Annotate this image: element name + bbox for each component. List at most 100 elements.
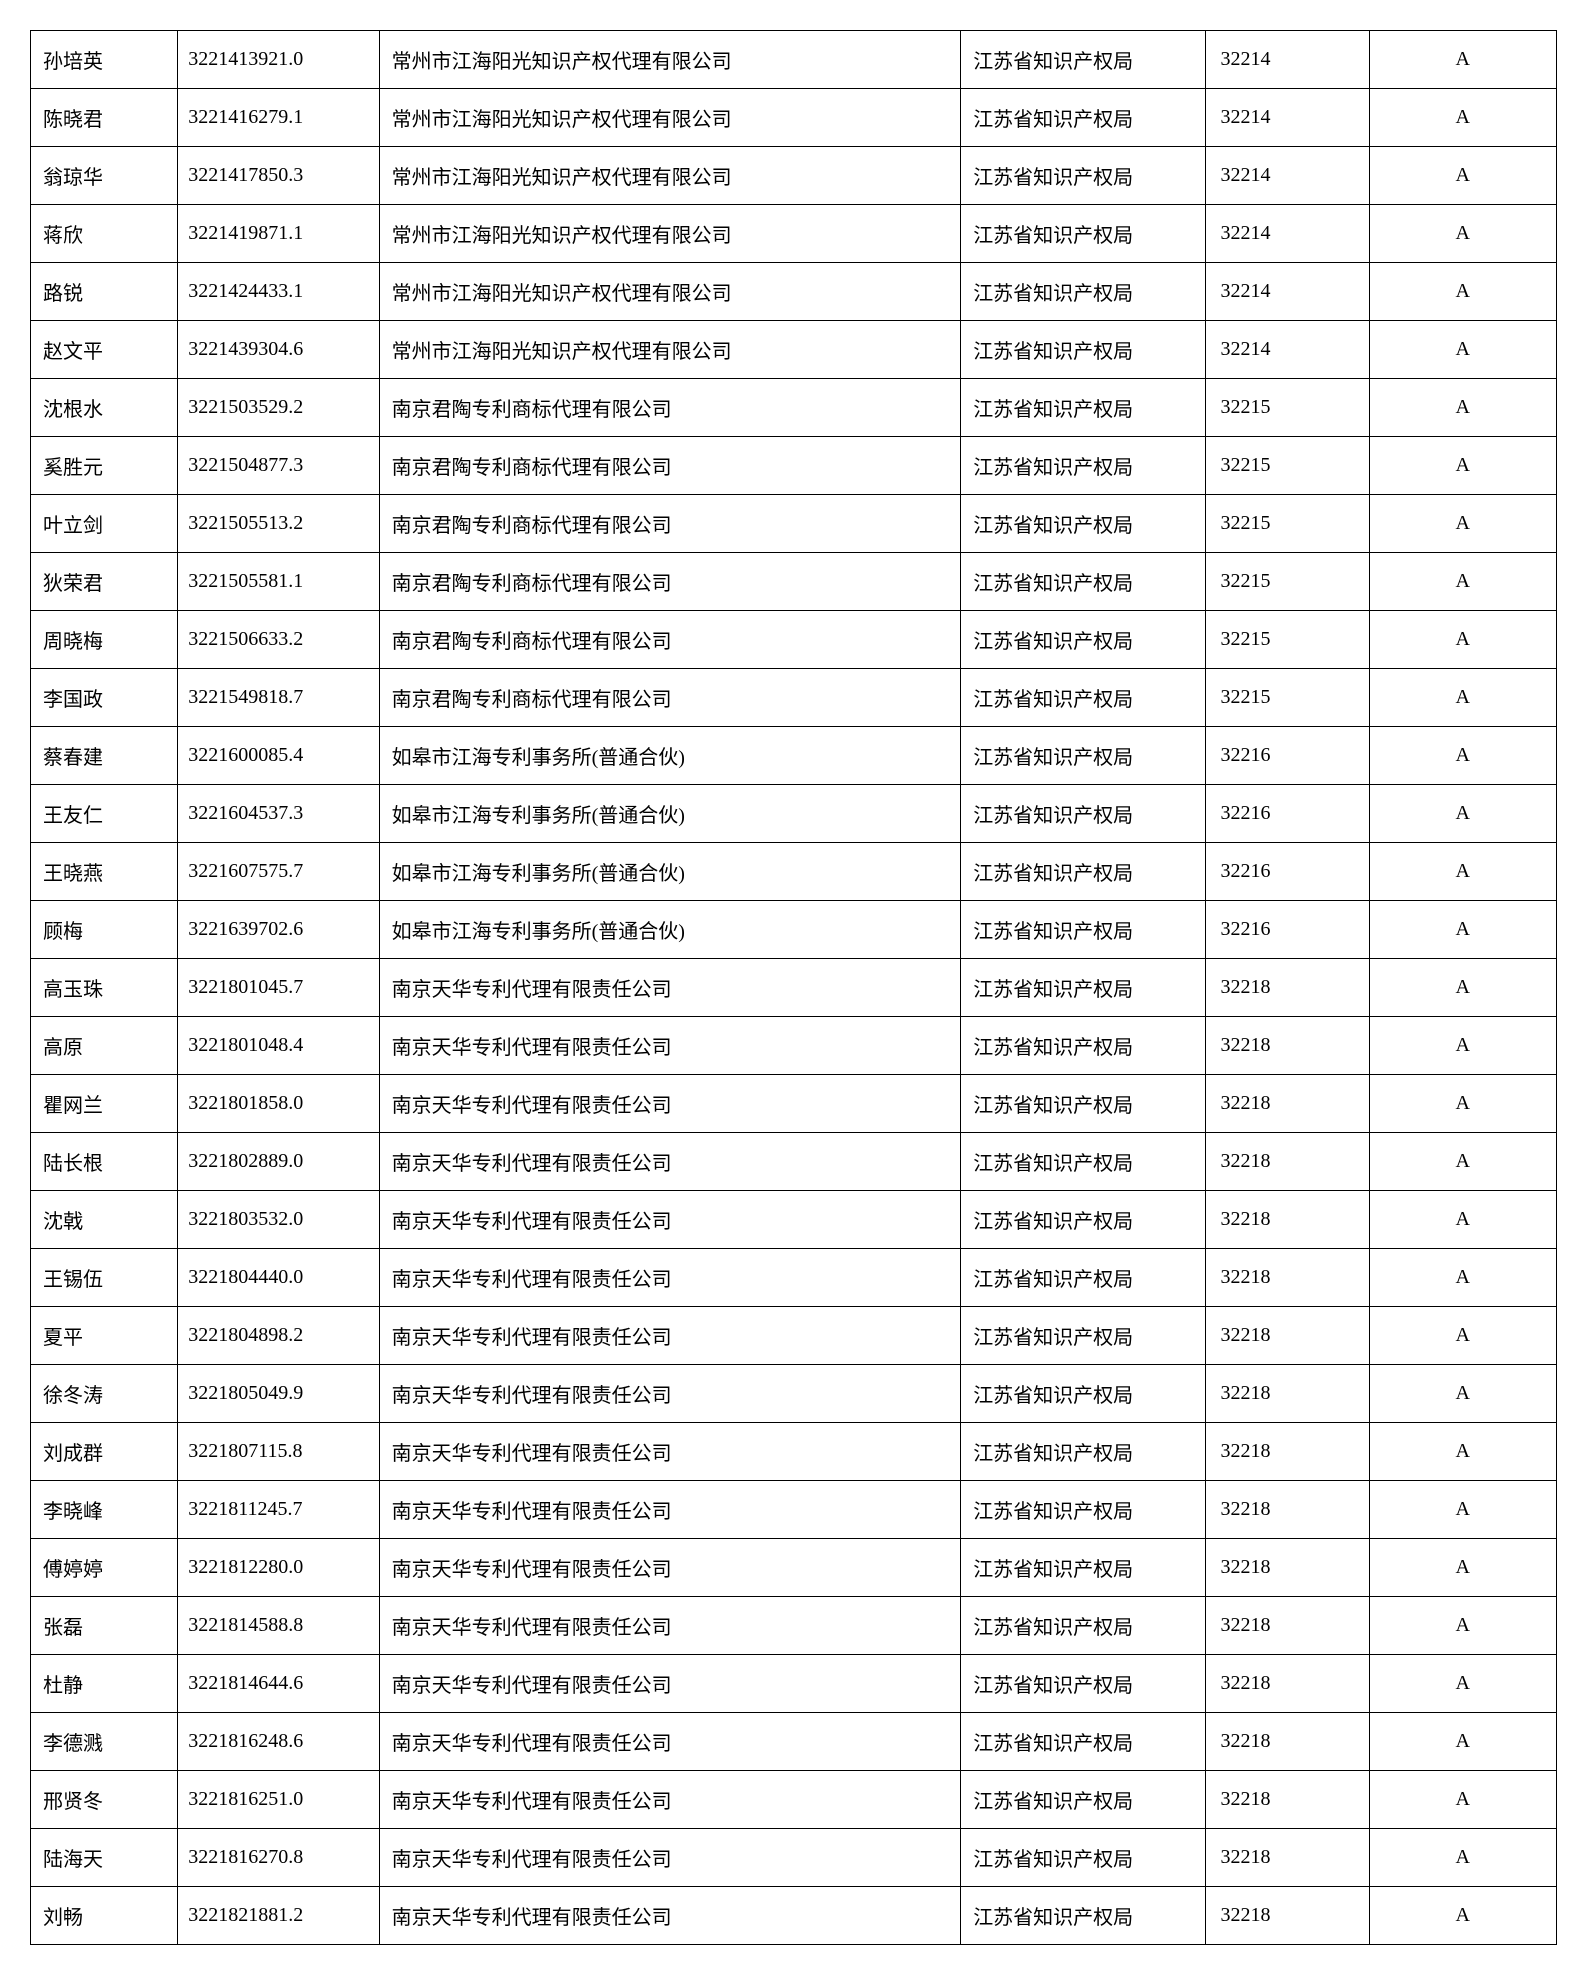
cell-bureau: 江苏省知识产权局 bbox=[961, 1539, 1206, 1597]
cell-code: 32214 bbox=[1206, 321, 1369, 379]
table-row: 刘畅3221821881.2南京天华专利代理有限责任公司江苏省知识产权局3221… bbox=[31, 1887, 1557, 1945]
cell-id: 3221505513.2 bbox=[178, 495, 379, 553]
table-body: 孙培英3221413921.0常州市江海阳光知识产权代理有限公司江苏省知识产权局… bbox=[31, 31, 1557, 1945]
cell-name: 叶立剑 bbox=[31, 495, 178, 553]
cell-id: 3221419871.1 bbox=[178, 205, 379, 263]
table-row: 邢贤冬3221816251.0南京天华专利代理有限责任公司江苏省知识产权局322… bbox=[31, 1771, 1557, 1829]
cell-org: 南京天华专利代理有限责任公司 bbox=[379, 1191, 961, 1249]
cell-id: 3221814644.6 bbox=[178, 1655, 379, 1713]
table-row: 沈根水3221503529.2南京君陶专利商标代理有限公司江苏省知识产权局322… bbox=[31, 379, 1557, 437]
cell-id: 3221801858.0 bbox=[178, 1075, 379, 1133]
cell-grade: A bbox=[1369, 437, 1556, 495]
cell-code: 32214 bbox=[1206, 263, 1369, 321]
cell-id: 3221416279.1 bbox=[178, 89, 379, 147]
cell-org: 常州市江海阳光知识产权代理有限公司 bbox=[379, 263, 961, 321]
table-row: 李德溅3221816248.6南京天华专利代理有限责任公司江苏省知识产权局322… bbox=[31, 1713, 1557, 1771]
cell-code: 32215 bbox=[1206, 669, 1369, 727]
cell-id: 3221816251.0 bbox=[178, 1771, 379, 1829]
cell-id: 3221812280.0 bbox=[178, 1539, 379, 1597]
cell-grade: A bbox=[1369, 1887, 1556, 1945]
cell-org: 南京君陶专利商标代理有限公司 bbox=[379, 611, 961, 669]
cell-grade: A bbox=[1369, 1829, 1556, 1887]
cell-name: 孙培英 bbox=[31, 31, 178, 89]
table-row: 王友仁3221604537.3如皋市江海专利事务所(普通合伙)江苏省知识产权局3… bbox=[31, 785, 1557, 843]
cell-code: 32214 bbox=[1206, 147, 1369, 205]
cell-name: 陆长根 bbox=[31, 1133, 178, 1191]
cell-org: 南京君陶专利商标代理有限公司 bbox=[379, 379, 961, 437]
cell-id: 3221607575.7 bbox=[178, 843, 379, 901]
cell-org: 南京天华专利代理有限责任公司 bbox=[379, 1017, 961, 1075]
cell-name: 李国政 bbox=[31, 669, 178, 727]
cell-org: 常州市江海阳光知识产权代理有限公司 bbox=[379, 31, 961, 89]
cell-grade: A bbox=[1369, 1017, 1556, 1075]
table-row: 高原3221801048.4南京天华专利代理有限责任公司江苏省知识产权局3221… bbox=[31, 1017, 1557, 1075]
cell-name: 蔡春建 bbox=[31, 727, 178, 785]
cell-bureau: 江苏省知识产权局 bbox=[961, 1887, 1206, 1945]
cell-bureau: 江苏省知识产权局 bbox=[961, 1655, 1206, 1713]
cell-org: 常州市江海阳光知识产权代理有限公司 bbox=[379, 89, 961, 147]
cell-bureau: 江苏省知识产权局 bbox=[961, 959, 1206, 1017]
cell-bureau: 江苏省知识产权局 bbox=[961, 611, 1206, 669]
cell-code: 32218 bbox=[1206, 1191, 1369, 1249]
cell-id: 3221505581.1 bbox=[178, 553, 379, 611]
cell-name: 夏平 bbox=[31, 1307, 178, 1365]
cell-code: 32218 bbox=[1206, 1017, 1369, 1075]
cell-bureau: 江苏省知识产权局 bbox=[961, 205, 1206, 263]
cell-bureau: 江苏省知识产权局 bbox=[961, 263, 1206, 321]
cell-name: 李晓峰 bbox=[31, 1481, 178, 1539]
cell-org: 南京君陶专利商标代理有限公司 bbox=[379, 437, 961, 495]
cell-bureau: 江苏省知识产权局 bbox=[961, 31, 1206, 89]
cell-grade: A bbox=[1369, 1307, 1556, 1365]
cell-id: 3221639702.6 bbox=[178, 901, 379, 959]
cell-name: 杜静 bbox=[31, 1655, 178, 1713]
cell-name: 路锐 bbox=[31, 263, 178, 321]
data-table: 孙培英3221413921.0常州市江海阳光知识产权代理有限公司江苏省知识产权局… bbox=[30, 30, 1557, 1945]
cell-org: 常州市江海阳光知识产权代理有限公司 bbox=[379, 205, 961, 263]
table-row: 夏平3221804898.2南京天华专利代理有限责任公司江苏省知识产权局3221… bbox=[31, 1307, 1557, 1365]
cell-bureau: 江苏省知识产权局 bbox=[961, 321, 1206, 379]
cell-bureau: 江苏省知识产权局 bbox=[961, 1365, 1206, 1423]
cell-org: 南京天华专利代理有限责任公司 bbox=[379, 1539, 961, 1597]
cell-name: 周晓梅 bbox=[31, 611, 178, 669]
cell-name: 徐冬涛 bbox=[31, 1365, 178, 1423]
cell-bureau: 江苏省知识产权局 bbox=[961, 1771, 1206, 1829]
cell-code: 32214 bbox=[1206, 205, 1369, 263]
cell-id: 3221417850.3 bbox=[178, 147, 379, 205]
cell-bureau: 江苏省知识产权局 bbox=[961, 437, 1206, 495]
table-row: 李国政3221549818.7南京君陶专利商标代理有限公司江苏省知识产权局322… bbox=[31, 669, 1557, 727]
cell-org: 南京天华专利代理有限责任公司 bbox=[379, 1423, 961, 1481]
table-row: 张磊3221814588.8南京天华专利代理有限责任公司江苏省知识产权局3221… bbox=[31, 1597, 1557, 1655]
cell-id: 3221804440.0 bbox=[178, 1249, 379, 1307]
cell-name: 沈戟 bbox=[31, 1191, 178, 1249]
cell-name: 高玉珠 bbox=[31, 959, 178, 1017]
cell-id: 3221549818.7 bbox=[178, 669, 379, 727]
table-row: 高玉珠3221801045.7南京天华专利代理有限责任公司江苏省知识产权局322… bbox=[31, 959, 1557, 1017]
cell-code: 32218 bbox=[1206, 1307, 1369, 1365]
cell-grade: A bbox=[1369, 1423, 1556, 1481]
cell-grade: A bbox=[1369, 89, 1556, 147]
cell-code: 32218 bbox=[1206, 1249, 1369, 1307]
cell-org: 南京天华专利代理有限责任公司 bbox=[379, 1771, 961, 1829]
cell-code: 32216 bbox=[1206, 785, 1369, 843]
cell-code: 32218 bbox=[1206, 1597, 1369, 1655]
cell-name: 陆海天 bbox=[31, 1829, 178, 1887]
cell-code: 32218 bbox=[1206, 1133, 1369, 1191]
cell-bureau: 江苏省知识产权局 bbox=[961, 1481, 1206, 1539]
cell-name: 赵文平 bbox=[31, 321, 178, 379]
cell-bureau: 江苏省知识产权局 bbox=[961, 1017, 1206, 1075]
table-row: 陈晓君3221416279.1常州市江海阳光知识产权代理有限公司江苏省知识产权局… bbox=[31, 89, 1557, 147]
cell-bureau: 江苏省知识产权局 bbox=[961, 147, 1206, 205]
cell-org: 南京天华专利代理有限责任公司 bbox=[379, 1133, 961, 1191]
cell-code: 32218 bbox=[1206, 959, 1369, 1017]
cell-org: 常州市江海阳光知识产权代理有限公司 bbox=[379, 321, 961, 379]
cell-grade: A bbox=[1369, 727, 1556, 785]
cell-name: 王锡伍 bbox=[31, 1249, 178, 1307]
cell-id: 3221816248.6 bbox=[178, 1713, 379, 1771]
cell-org: 南京天华专利代理有限责任公司 bbox=[379, 1597, 961, 1655]
cell-grade: A bbox=[1369, 1771, 1556, 1829]
cell-org: 南京天华专利代理有限责任公司 bbox=[379, 959, 961, 1017]
cell-id: 3221604537.3 bbox=[178, 785, 379, 843]
cell-name: 王友仁 bbox=[31, 785, 178, 843]
table-row: 孙培英3221413921.0常州市江海阳光知识产权代理有限公司江苏省知识产权局… bbox=[31, 31, 1557, 89]
table-row: 狄荣君3221505581.1南京君陶专利商标代理有限公司江苏省知识产权局322… bbox=[31, 553, 1557, 611]
